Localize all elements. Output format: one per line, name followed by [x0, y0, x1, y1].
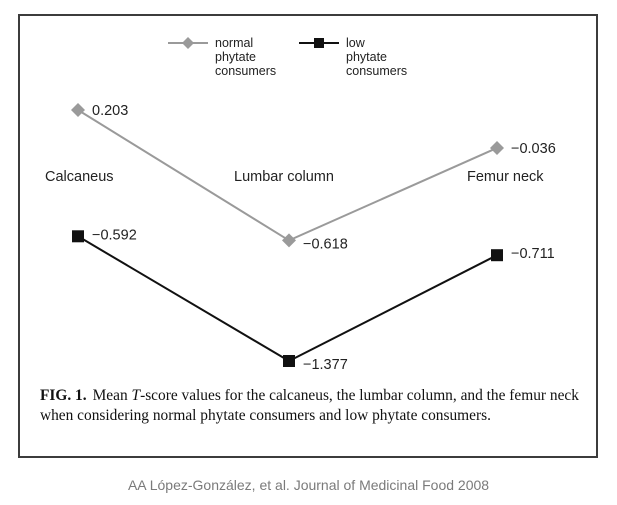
- data-point-low-phytate-consumers-calcaneus: [72, 230, 84, 243]
- legend: normal phytate consumers low phytate consumer…: [168, 36, 407, 78]
- category-label-calcaneus: Calcaneus: [45, 169, 114, 185]
- figure-caption: FIG. 1. Mean T-score values for the calca…: [40, 386, 580, 426]
- caption-label: FIG. 1.: [40, 387, 87, 404]
- caption-text-before: Mean: [92, 387, 132, 404]
- source-credit: AA López-González, et al. Journal of Med…: [127, 477, 490, 493]
- data-point-normal-phytate-consumers-calcaneus: [71, 103, 85, 117]
- legend-entry-low-phytate-consumers: low phytate consumers: [299, 36, 407, 78]
- legend-marker-normal-phytate-consumers: [182, 37, 194, 49]
- data-label-low-phytate-consumers-lumbar-column: −1.377: [303, 357, 348, 373]
- series-layer: 0.203 −0.618 −0.036 −0.592 −1.377 −0.711: [71, 103, 556, 373]
- data-label-low-phytate-consumers-calcaneus: −0.592: [92, 227, 137, 243]
- series-normal-phytate-consumers: 0.203 −0.618 −0.036: [71, 103, 556, 252]
- legend-label-normal-phytate-consumers: normal phytate consumers: [215, 36, 276, 78]
- category-label-femur-neck: Femur neck: [467, 169, 544, 185]
- series-line-low-phytate-consumers: [77, 235, 498, 363]
- caption-text-after: -score values for the calcaneus, the lum…: [40, 387, 579, 424]
- data-point-normal-phytate-consumers-lumbar-column: [282, 233, 296, 248]
- category-label-lumbar-column: Lumbar column: [234, 169, 334, 185]
- data-point-low-phytate-consumers-lumbar-column: [283, 355, 295, 367]
- data-label-normal-phytate-consumers-lumbar-column: −0.618: [303, 236, 348, 252]
- category-labels: Calcaneus Lumbar column Femur neck: [45, 169, 544, 185]
- figure-frame: normal phytate consumers low phytate consumer…: [18, 14, 598, 458]
- legend-entry-normal-phytate-consumers: normal phytate consumers: [168, 36, 276, 78]
- data-point-normal-phytate-consumers-femur-neck: [490, 140, 504, 155]
- line-chart: normal phytate consumers low phytate consumer…: [45, 36, 556, 373]
- series-low-phytate-consumers: −0.592 −1.377 −0.711: [72, 227, 555, 373]
- data-label-normal-phytate-consumers-calcaneus: 0.203: [92, 103, 128, 119]
- data-label-low-phytate-consumers-femur-neck: −0.711: [511, 246, 555, 262]
- caption-text-italic: T: [131, 387, 141, 404]
- data-point-low-phytate-consumers-femur-neck: [491, 249, 503, 262]
- legend-marker-low-phytate-consumers: [314, 38, 324, 48]
- data-label-normal-phytate-consumers-femur-neck: −0.036: [511, 141, 556, 157]
- legend-label-low-phytate-consumers: low phytate consumers: [346, 36, 407, 78]
